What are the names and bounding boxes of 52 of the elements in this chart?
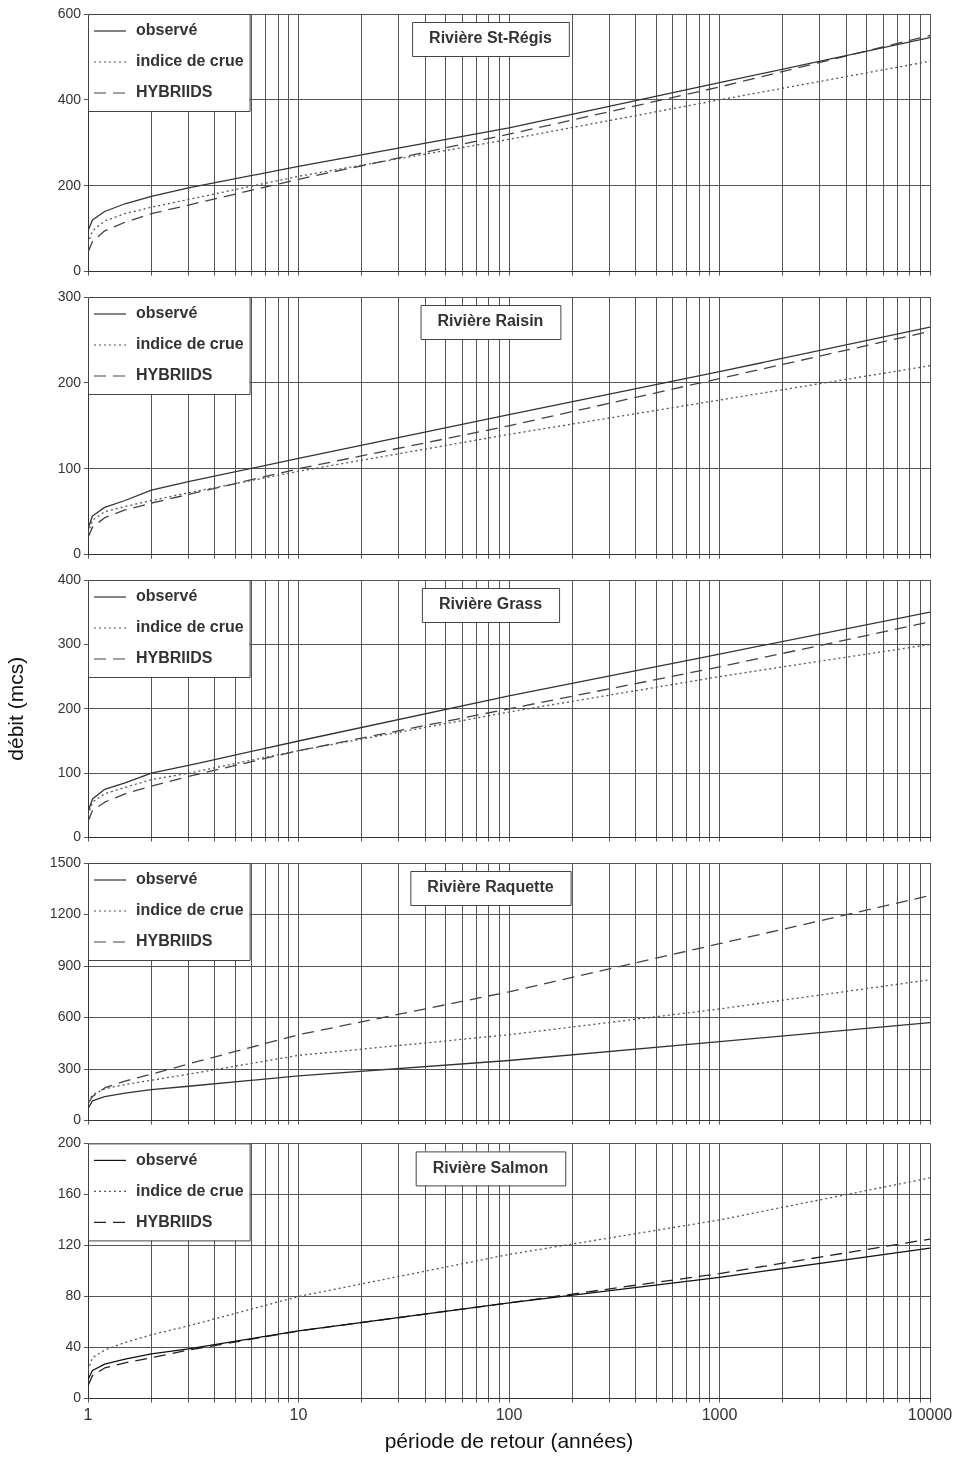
text: Rivière St-Régis [429, 29, 552, 47]
y-tick-label: 0 [73, 1389, 82, 1406]
legend-label: observé [136, 587, 198, 605]
legend-label: HYBRIIDS [136, 649, 213, 667]
legend-label: indice de crue [136, 335, 244, 353]
legend-label: HYBRIIDS [136, 366, 213, 384]
y-tick-label: 900 [57, 956, 82, 973]
y-tick-label: 300 [57, 635, 82, 652]
text: Rivière Raisin [437, 312, 544, 330]
legend-label: observé [136, 870, 198, 888]
legend-label: observé [136, 304, 198, 322]
y-tick-label: 120 [57, 1236, 82, 1253]
y-tick-label: 300 [57, 1059, 82, 1076]
legend-label: indice de crue [136, 1181, 244, 1199]
y-tick-label: 600 [57, 4, 82, 21]
y-tick-label: 400 [57, 570, 82, 587]
y-tick-label: 200 [57, 699, 82, 716]
legend-label: indice de crue [136, 901, 244, 919]
y-axis-title: débit (mcs) [4, 656, 28, 761]
legend-label: indice de crue [136, 52, 244, 70]
x-axis-title: période de retour (années) [384, 1429, 634, 1453]
x-tick-label: 100 [495, 1405, 523, 1423]
y-tick-label: 100 [57, 764, 82, 781]
legend-label: observé [136, 21, 198, 39]
legend-label: HYBRIIDS [136, 932, 213, 950]
y-tick-label: 400 [57, 90, 82, 107]
y-tick-label: 40 [65, 1338, 82, 1355]
legend-label: HYBRIIDS [136, 1212, 213, 1230]
y-tick-label: 0 [73, 828, 82, 845]
y-tick-label: 300 [57, 287, 82, 304]
x-tick-label: 1000 [701, 1405, 738, 1423]
y-tick-label: 160 [57, 1185, 82, 1202]
text: Rivière Raquette [427, 878, 554, 896]
legend-label: indice de crue [136, 618, 244, 636]
y-tick-label: 0 [73, 545, 82, 562]
x-tick-label: 10 [289, 1405, 308, 1423]
y-tick-label: 1500 [49, 853, 82, 870]
text: Rivière Salmon [432, 1158, 549, 1176]
y-tick-label: 600 [57, 1008, 82, 1025]
y-tick-label: 200 [57, 1134, 82, 1151]
y-tick-label: 0 [73, 1111, 82, 1128]
x-tick-label: 10000 [907, 1405, 953, 1423]
x-tick-label: 1 [83, 1405, 93, 1423]
legend-label: HYBRIIDS [136, 83, 213, 101]
text: Rivière Grass [438, 595, 543, 613]
y-tick-label: 100 [57, 459, 82, 476]
legend-label: observé [136, 1150, 198, 1168]
y-tick-label: 1200 [49, 905, 82, 922]
y-tick-label: 200 [57, 373, 82, 390]
y-tick-label: 0 [73, 262, 82, 279]
y-tick-label: 200 [57, 176, 82, 193]
y-tick-label: 80 [65, 1287, 82, 1304]
